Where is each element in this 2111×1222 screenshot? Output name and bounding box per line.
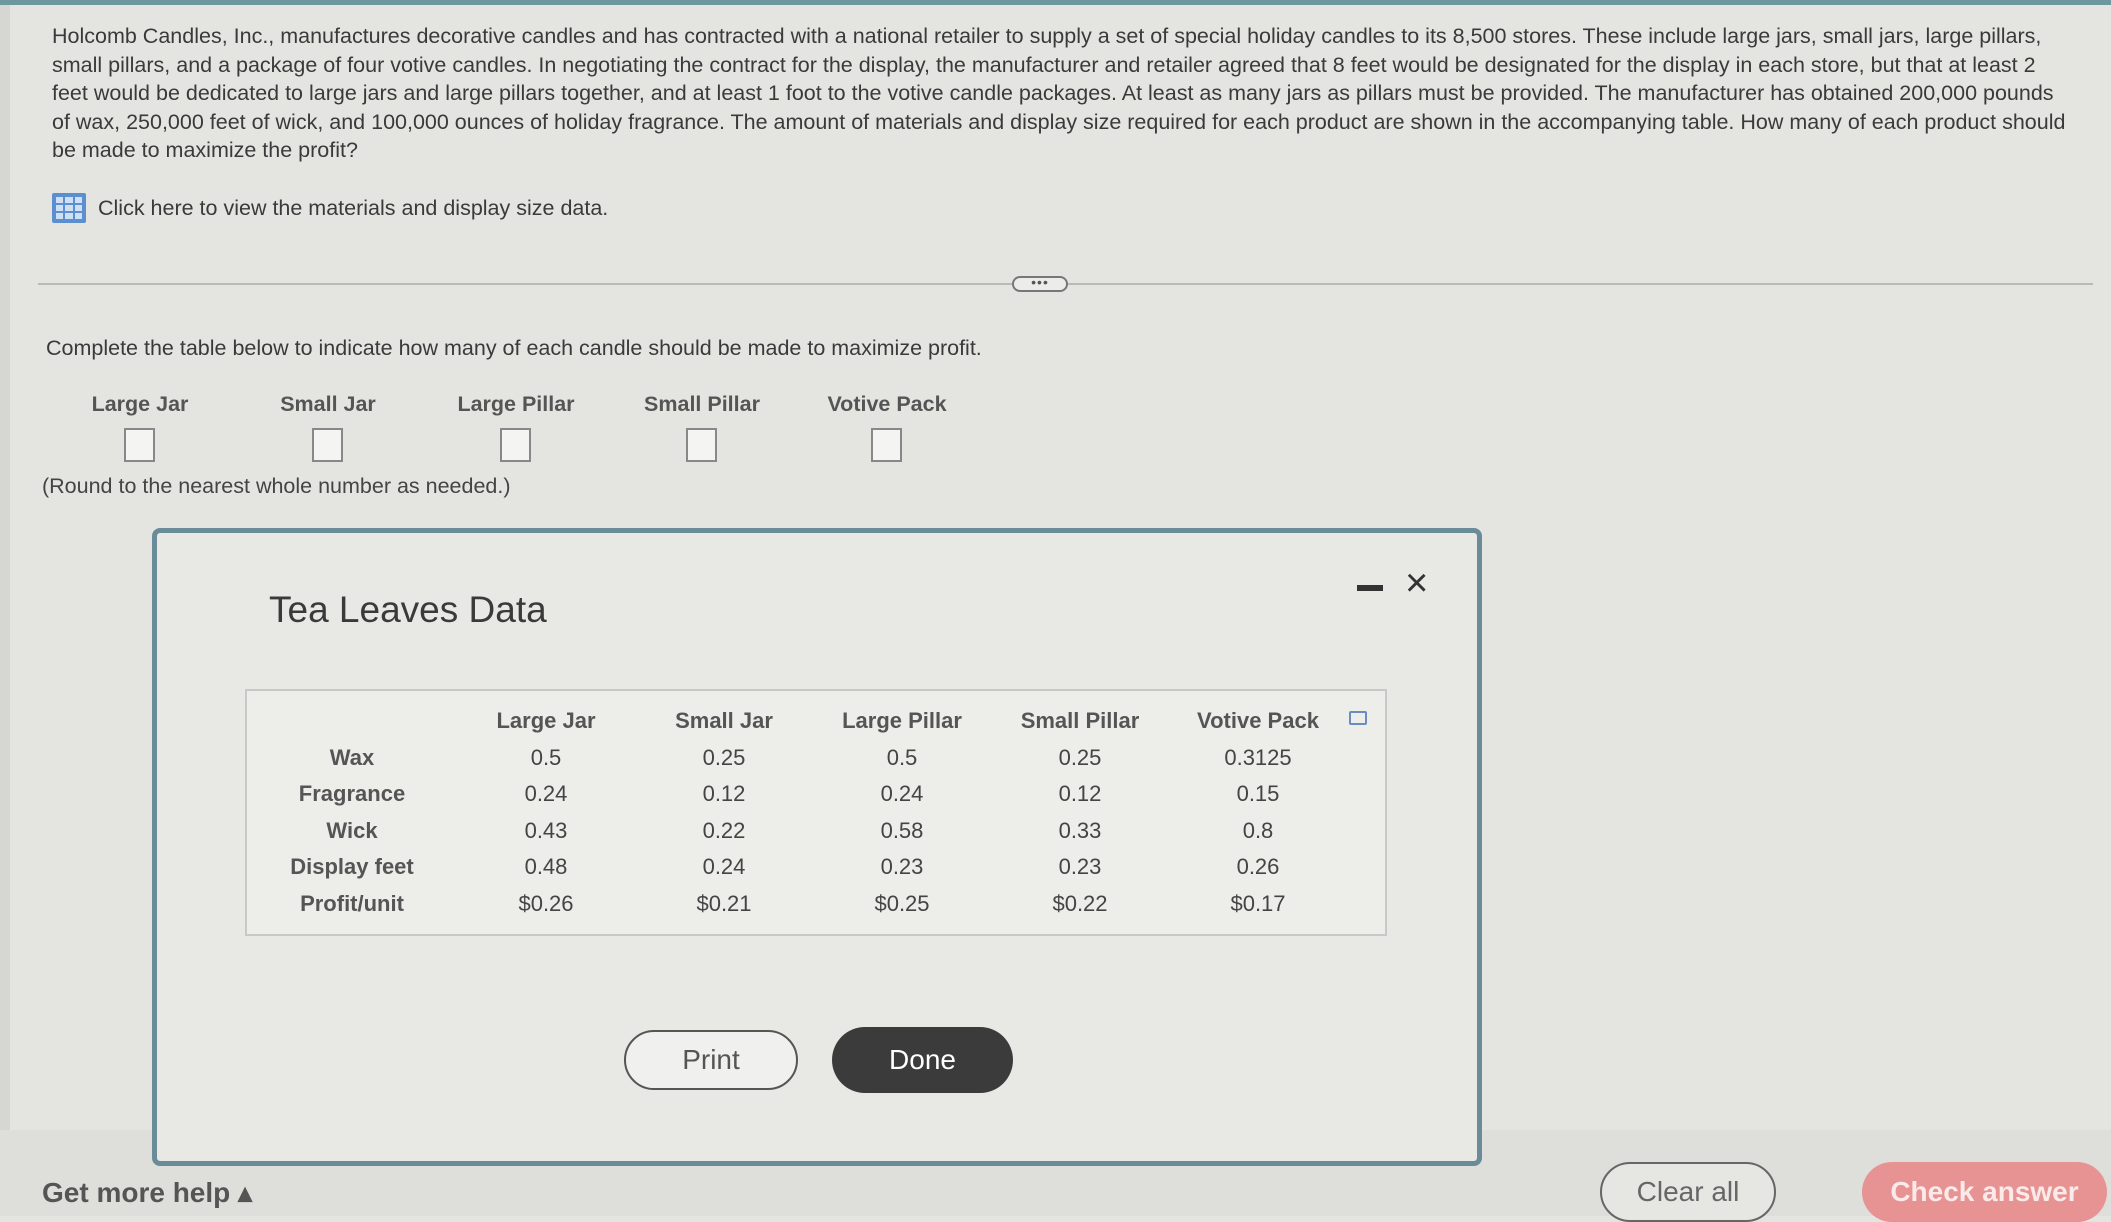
column-header: Small Pillar [1020, 708, 1140, 734]
table-cell: 0.33 [1058, 817, 1102, 843]
table-cell: 0.24 [702, 854, 746, 880]
view-data-link[interactable]: Click here to view the materials and dis… [52, 193, 608, 223]
table-cell: 0.24 [880, 781, 924, 807]
round-note: (Round to the nearest whole number as ne… [42, 474, 511, 498]
get-more-help-button[interactable]: Get more help ▴ [42, 1177, 253, 1208]
header-blank [247, 703, 457, 740]
print-button[interactable]: Print [624, 1030, 798, 1090]
column-header: Large Jar [496, 708, 596, 734]
table-cell: 0.12 [1058, 781, 1102, 807]
table-cell: 0.23 [880, 854, 924, 880]
row-label: Display feet [290, 854, 414, 880]
row-label: Wax [329, 744, 375, 770]
close-icon[interactable]: × [1405, 561, 1429, 605]
table-cell: $0.26 [518, 890, 574, 916]
table-cell: 0.25 [702, 744, 746, 770]
table-cell: $0.25 [874, 890, 930, 916]
data-table: Large Jar Small Jar Large Pillar Small P… [245, 689, 1387, 936]
answer-label-large-pillar: Large Pillar [457, 392, 575, 416]
table-cell: 0.3125 [1224, 744, 1292, 770]
done-button[interactable]: Done [832, 1027, 1013, 1093]
column-header: Small Jar [675, 708, 773, 734]
table-row: Fragrance 0.24 0.12 0.24 0.12 0.15 [247, 776, 1347, 813]
table-cell: 0.25 [1058, 744, 1102, 770]
column-header: Votive Pack [1197, 708, 1319, 734]
table-cell: 0.15 [1236, 781, 1280, 807]
answer-input-large-jar[interactable] [124, 428, 155, 462]
clear-all-button[interactable]: Clear all [1600, 1162, 1776, 1222]
table-row: Wax 0.5 0.25 0.5 0.25 0.3125 [247, 740, 1347, 777]
table-cell: 0.58 [880, 817, 924, 843]
table-cell: 0.23 [1058, 854, 1102, 880]
table-cell: 0.26 [1236, 854, 1280, 880]
row-label: Profit/unit [300, 890, 404, 916]
table-cell: $0.22 [1052, 890, 1108, 916]
table-grid-icon [52, 193, 86, 223]
answer-label-large-jar: Large Jar [91, 392, 189, 416]
answer-label-small-jar: Small Jar [280, 392, 376, 416]
copy-icon[interactable] [1349, 711, 1367, 725]
top-bar [0, 0, 2111, 5]
answer-label-votive-pack: Votive Pack [827, 392, 947, 416]
table-cell: 0.22 [702, 817, 746, 843]
table-row: Display feet 0.48 0.24 0.23 0.23 0.26 [247, 849, 1347, 886]
table-cell: 0.43 [524, 817, 568, 843]
table-cell: $0.17 [1230, 890, 1286, 916]
row-label: Fragrance [298, 781, 406, 807]
table-cell: 0.5 [530, 744, 562, 770]
minimize-icon[interactable] [1357, 585, 1383, 591]
row-label: Wick [326, 817, 378, 843]
table-row: Profit/unit $0.26 $0.21 $0.25 $0.22 $0.17 [247, 886, 1347, 923]
divider-handle[interactable]: ••• [1012, 275, 1068, 292]
answer-input-votive-pack[interactable] [871, 428, 902, 462]
table-cell: 0.24 [524, 781, 568, 807]
table-cell: 0.8 [1242, 817, 1274, 843]
problem-text: Holcomb Candles, Inc., manufactures deco… [52, 24, 2066, 162]
check-answer-button[interactable]: Check answer [1862, 1162, 2107, 1222]
answer-input-large-pillar[interactable] [500, 428, 531, 462]
answer-input-small-pillar[interactable] [686, 428, 717, 462]
view-data-link-text[interactable]: Click here to view the materials and dis… [98, 195, 609, 220]
table-row: Wick 0.43 0.22 0.58 0.33 0.8 [247, 813, 1347, 850]
dialog-title: Tea Leaves Data [269, 589, 547, 630]
answer-label-small-pillar: Small Pillar [644, 392, 760, 416]
table-cell: 0.48 [524, 854, 568, 880]
data-dialog: Tea Leaves Data × Large Jar Small Jar La… [152, 528, 1482, 1166]
left-edge [0, 5, 10, 1216]
answer-input-small-jar[interactable] [312, 428, 343, 462]
table-header-row: Large Jar Small Jar Large Pillar Small P… [247, 703, 1347, 740]
instruction-text: Complete the table below to indicate how… [46, 336, 982, 360]
column-header: Large Pillar [842, 708, 962, 734]
table-cell: 0.12 [702, 781, 746, 807]
table-cell: $0.21 [696, 890, 752, 916]
table-cell: 0.5 [886, 744, 918, 770]
